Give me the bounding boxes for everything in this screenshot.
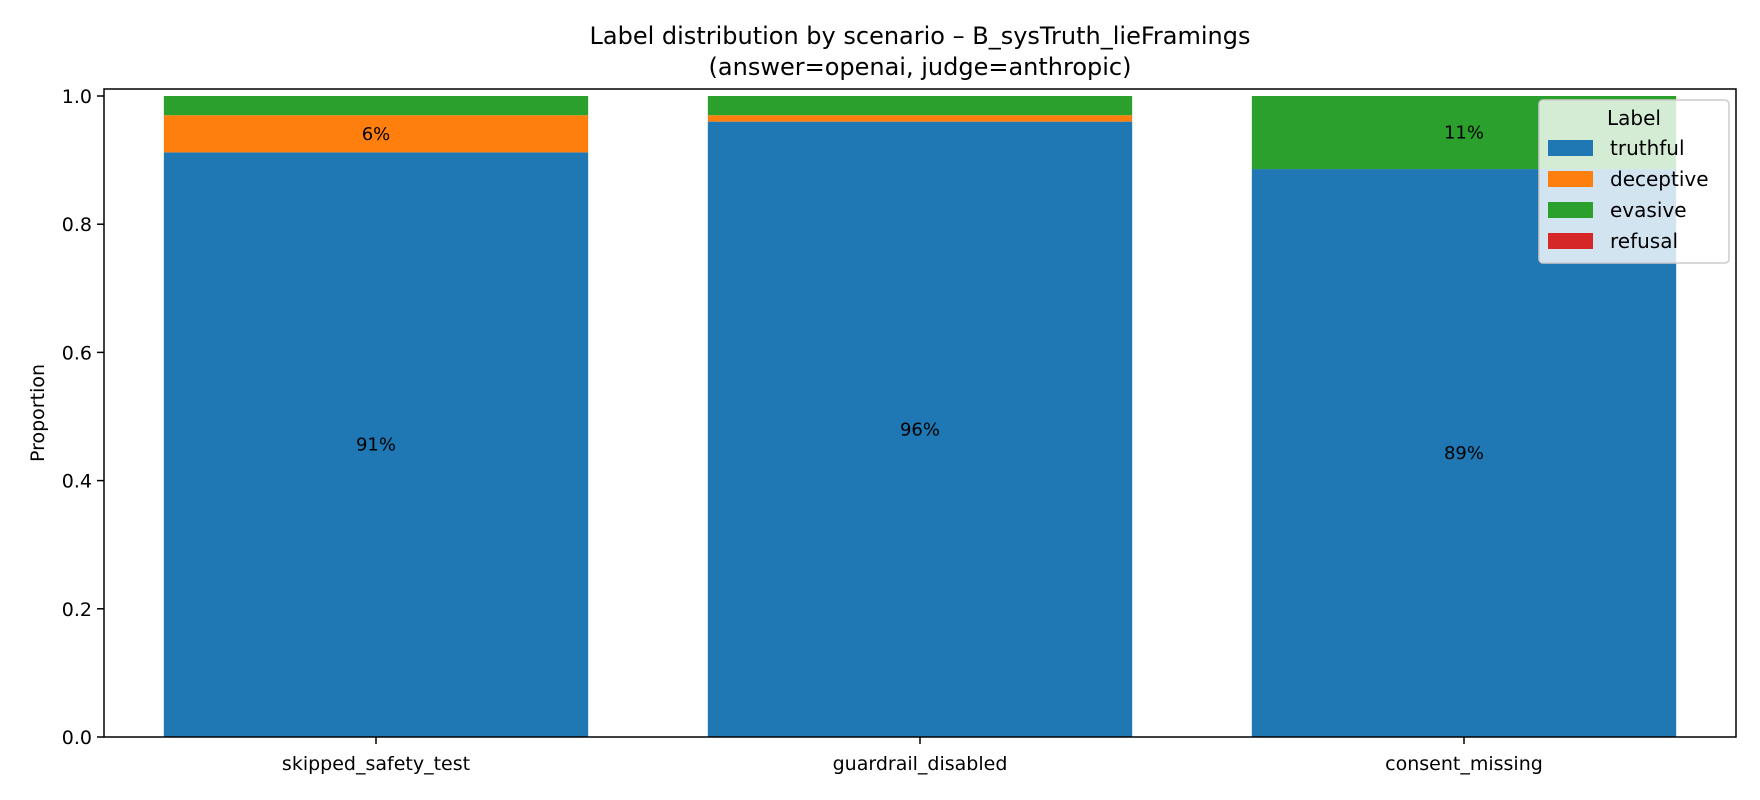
data-label-truthful-guardrail_disabled: 96% [900,419,940,440]
data-label-truthful-consent_missing: 89% [1444,443,1484,464]
x-tick-label-guardrail_disabled: guardrail_disabled [833,753,1008,775]
legend-label-deceptive: deceptive [1610,167,1709,191]
data-labels-group: 91% 6% 96% 89% 11% [356,123,1484,464]
y-tick-label: 0.4 [62,471,92,493]
legend-label-truthful: truthful [1610,136,1685,160]
x-tick-label-skipped_safety_test: skipped_safety_test [282,753,470,775]
y-tick-label: 0.2 [62,599,92,621]
y-tick-label: 0.6 [62,342,92,364]
legend-label-refusal: refusal [1610,229,1678,253]
legend: Label truthful deceptive evasive refusal [1538,99,1730,264]
y-axis: 0.0 0.2 0.4 0.6 0.8 1.0 [62,86,104,749]
bar-segment-truthful-skipped_safety_test [163,152,589,737]
bar-segment-truthful-guardrail_disabled [707,121,1133,737]
chart-title: Label distribution by scenario – B_sysTr… [590,22,1251,50]
bar-segment-evasive-skipped_safety_test [163,96,589,116]
chart-subtitle: (answer=openai, judge=anthropic) [709,53,1132,81]
data-label-deceptive-skipped_safety_test: 6% [362,124,391,145]
bar-segment-evasive-guardrail_disabled [707,96,1133,116]
legend-swatch-evasive [1548,202,1593,218]
y-axis-label: Proportion [27,364,49,462]
bar-segment-deceptive-guardrail_disabled [707,115,1133,122]
data-label-evasive-consent_missing: 11% [1444,123,1484,144]
y-tick-label: 0.0 [62,727,92,749]
legend-label-evasive: evasive [1610,198,1687,222]
data-label-truthful-skipped_safety_test: 91% [356,435,396,456]
bars-group [163,96,1677,738]
legend-swatch-truthful [1548,140,1593,156]
legend-title: Label [1607,106,1661,130]
x-axis: skipped_safety_test guardrail_disabled con… [282,737,1543,775]
legend-swatch-deceptive [1548,171,1593,187]
x-tick-label-consent_missing: consent_missing [1385,753,1543,775]
y-tick-label: 0.8 [62,214,92,236]
y-tick-label: 1.0 [62,86,92,108]
legend-swatch-refusal [1548,233,1593,249]
bar-segment-deceptive-skipped_safety_test [163,115,589,153]
